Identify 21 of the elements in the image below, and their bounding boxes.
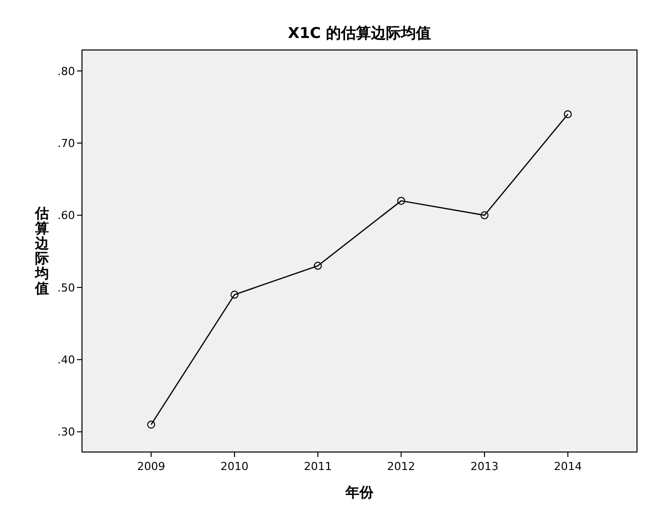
point xyxy=(564,110,572,118)
x-tick-label: 2011 xyxy=(304,460,332,473)
point xyxy=(230,290,238,299)
x-tick-label: 2010 xyxy=(220,460,248,473)
x-tick-label: 2012 xyxy=(387,460,416,473)
chart-title: X1C 的估算边际均值 xyxy=(288,24,432,42)
y-tick-label: .50 xyxy=(58,281,75,294)
y-tick-label: .80 xyxy=(58,64,75,78)
x-tick-label: 2014 xyxy=(554,460,582,473)
y-axis-title: 估算边际均值 xyxy=(34,206,50,297)
point xyxy=(314,262,322,270)
point xyxy=(147,420,156,429)
y-tick-label: .60 xyxy=(58,209,75,222)
y-tick-label: .70 xyxy=(58,136,75,150)
point xyxy=(480,211,488,220)
y-tick-label: .30 xyxy=(58,426,75,439)
x-tick-label: 2013 xyxy=(470,460,498,473)
y-tick-label: .40 xyxy=(58,353,75,366)
point xyxy=(397,196,406,205)
x-tick-label: 2009 xyxy=(137,460,166,473)
x-axis-title: 年份 xyxy=(344,485,374,501)
